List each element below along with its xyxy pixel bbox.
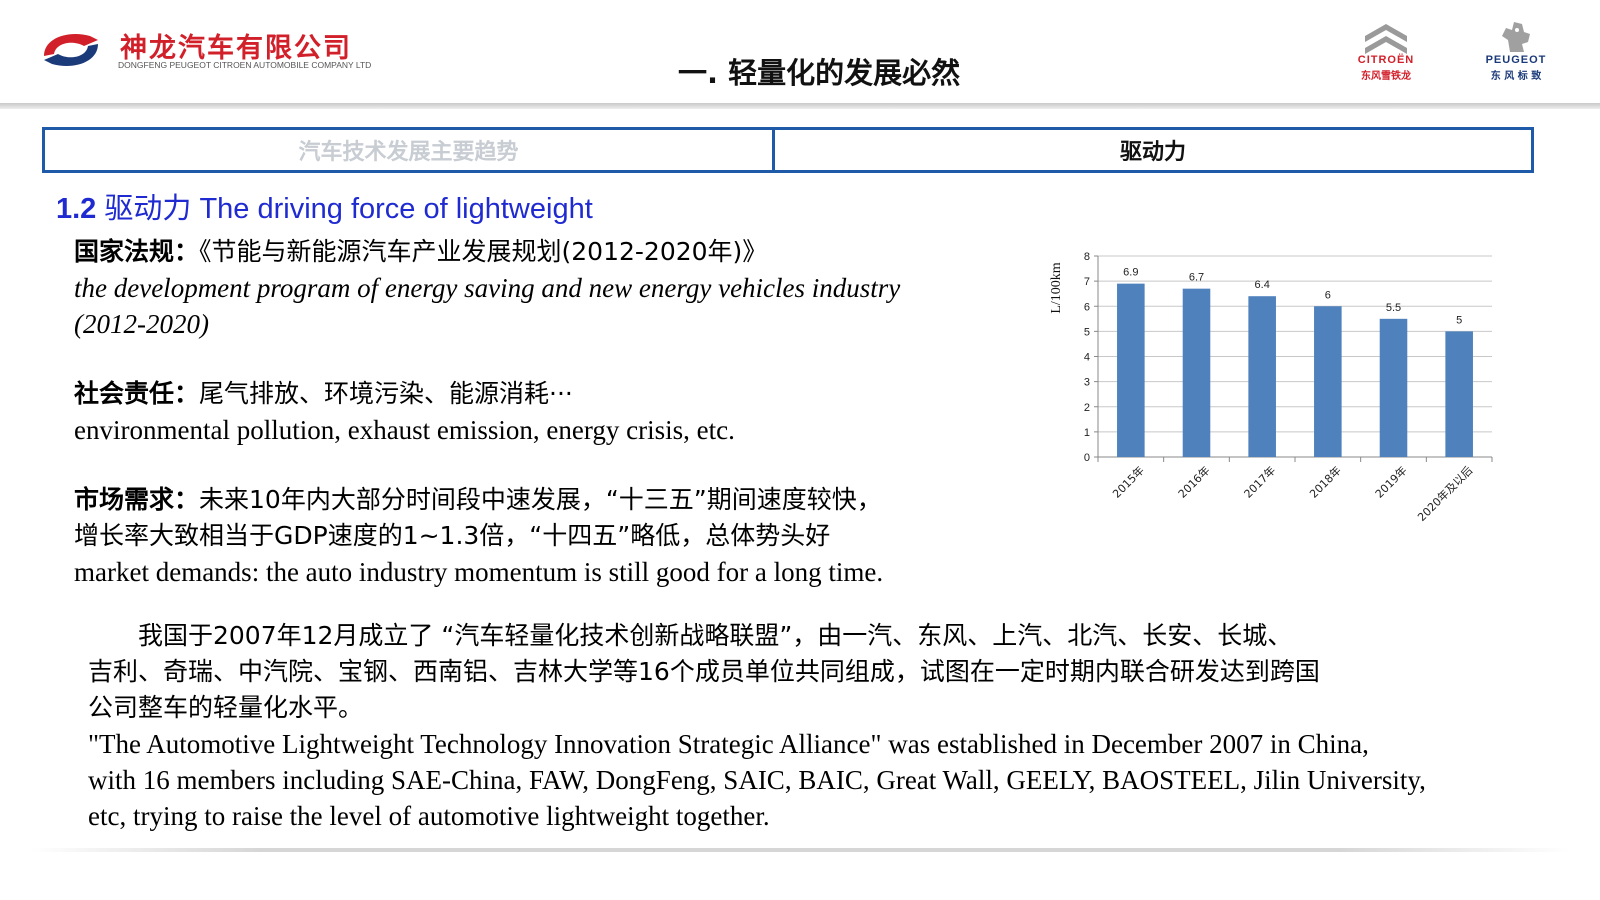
y-tick-label: 3	[1084, 377, 1090, 389]
data-label: 5	[1456, 314, 1462, 326]
alliance-en-line1: "The Automotive Lightweight Technology I…	[88, 729, 1369, 759]
bar	[1445, 331, 1473, 457]
bar	[1117, 283, 1145, 457]
x-tick-label: 2015年	[1109, 463, 1146, 500]
y-tick-label: 4	[1084, 352, 1090, 364]
alliance-cn-line1: 我国于2007年12月成立了 “汽车轻量化技术创新战略联盟”，由一汽、东风、上汽…	[88, 621, 1293, 650]
alliance-en-line3: etc, trying to raise the level of automo…	[88, 801, 770, 831]
y-tick-label: 0	[1084, 452, 1090, 464]
y-tick-label: 8	[1084, 251, 1090, 263]
tab-driving-force[interactable]: 驱动力	[1119, 140, 1186, 165]
y-tick-label: 7	[1084, 276, 1090, 288]
x-tick-label: 2018年	[1306, 463, 1343, 500]
tab-bar: 汽车技术发展主要趋势 驱动力	[42, 127, 1534, 173]
regulation-block: 国家法规：《节能与新能源汽车产业发展规划(2012-2020年)》 the de…	[74, 234, 900, 342]
x-tick-label: 2016年	[1175, 463, 1212, 500]
market-block: 市场需求：未来10年内大部分时间段中速发展，“十三五”期间速度较快， 增长率大致…	[74, 482, 883, 590]
x-tick-label: 2019年	[1372, 463, 1409, 500]
peugeot-brand: PEUGEOT 东 风 标 致	[1466, 18, 1566, 82]
data-label: 5.5	[1386, 302, 1401, 314]
market-text-1: 未来10年内大部分时间段中速发展，“十三五”期间速度较快，	[199, 485, 882, 514]
regulation-en-line2: (2012-2020)	[74, 309, 209, 339]
section-number: 1.2	[56, 193, 97, 225]
y-tick-label: 2	[1084, 402, 1090, 414]
footer-divider	[30, 848, 1570, 852]
section-title: 驱动力 The driving force of lightweight	[104, 193, 593, 225]
y-axis-label: L/100km	[1050, 262, 1064, 313]
alliance-cn-line2: 吉利、奇瑞、中汽院、宝钢、西南铝、吉林大学等16个成员单位共同组成，试图在一定时…	[88, 657, 1320, 686]
x-tick-label: 2017年	[1241, 463, 1278, 500]
peugeot-name: PEUGEOT	[1485, 54, 1547, 66]
citroen-brand: CITROËN 东风雪铁龙	[1336, 18, 1436, 82]
fuel-consumption-chart: 0 1 2 3 4 5 6 7 8 L/100km 6.9 2015年 6.7 2016年 6.4 2017年…	[1050, 251, 1493, 524]
regulation-en-line1: the development program of energy saving…	[74, 273, 901, 303]
peugeot-name-cn: 东 风 标 致	[1490, 71, 1542, 82]
header-divider	[0, 103, 1600, 109]
peugeot-lion-icon	[1502, 22, 1530, 52]
social-en: environmental pollution, exhaust emissio…	[74, 415, 735, 445]
alliance-paragraph: 我国于2007年12月成立了 “汽车轻量化技术创新战略联盟”，由一汽、东风、上汽…	[88, 618, 1578, 834]
y-tick-label: 5	[1084, 326, 1090, 338]
market-text-2: 增长率大致相当于GDP速度的1~1.3倍，“十四五”略低，总体势头好	[74, 521, 831, 550]
social-text: 尾气排放、环境污染、能源消耗···	[199, 379, 573, 408]
citroen-name: CITROËN	[1357, 54, 1415, 66]
data-label: 6.9	[1123, 267, 1138, 279]
section-heading: 1.2 驱动力 The driving force of lightweight	[56, 185, 593, 227]
bar	[1379, 318, 1408, 457]
market-label: 市场需求：	[74, 485, 200, 514]
alliance-en-line2: with 16 members including SAE-China, FAW…	[88, 765, 1426, 795]
company-name-en: DONGFENG PEUGEOT CITROEN AUTOMOBILE COMP…	[118, 60, 372, 70]
y-tick-label: 6	[1084, 301, 1090, 313]
citroen-name-cn: 东风雪铁龙	[1361, 71, 1411, 82]
bar	[1248, 296, 1276, 457]
data-label: 6.7	[1189, 272, 1204, 284]
tab-tech-trends[interactable]: 汽车技术发展主要趋势	[45, 130, 775, 170]
citroen-chevron-icon	[1365, 24, 1407, 54]
social-label: 社会责任：	[74, 379, 200, 408]
alliance-cn-line3: 公司整车的轻量化水平。	[88, 693, 364, 722]
market-en: market demands: the auto industry moment…	[74, 557, 884, 587]
bar	[1314, 306, 1342, 457]
data-label: 6.4	[1255, 279, 1270, 291]
regulation-text: 《节能与新能源汽车产业发展规划(2012-2020年)》	[199, 237, 768, 266]
header: 神龙汽车有限公司 DONGFENG PEUGEOT CITROEN AUTOMO…	[0, 0, 1600, 104]
company-name-cn: 神龙汽车有限公司	[120, 33, 352, 64]
bar	[1182, 288, 1211, 457]
regulation-label: 国家法规：	[74, 237, 200, 266]
data-label: 6	[1325, 289, 1331, 301]
social-block: 社会责任：尾气排放、环境污染、能源消耗··· environmental pol…	[74, 376, 735, 448]
x-tick-label: 2020年及以后	[1414, 463, 1475, 524]
company-logo-icon	[44, 34, 98, 66]
page-title: 一. 轻量化的发展必然	[678, 56, 961, 90]
y-tick-label: 1	[1084, 427, 1090, 439]
